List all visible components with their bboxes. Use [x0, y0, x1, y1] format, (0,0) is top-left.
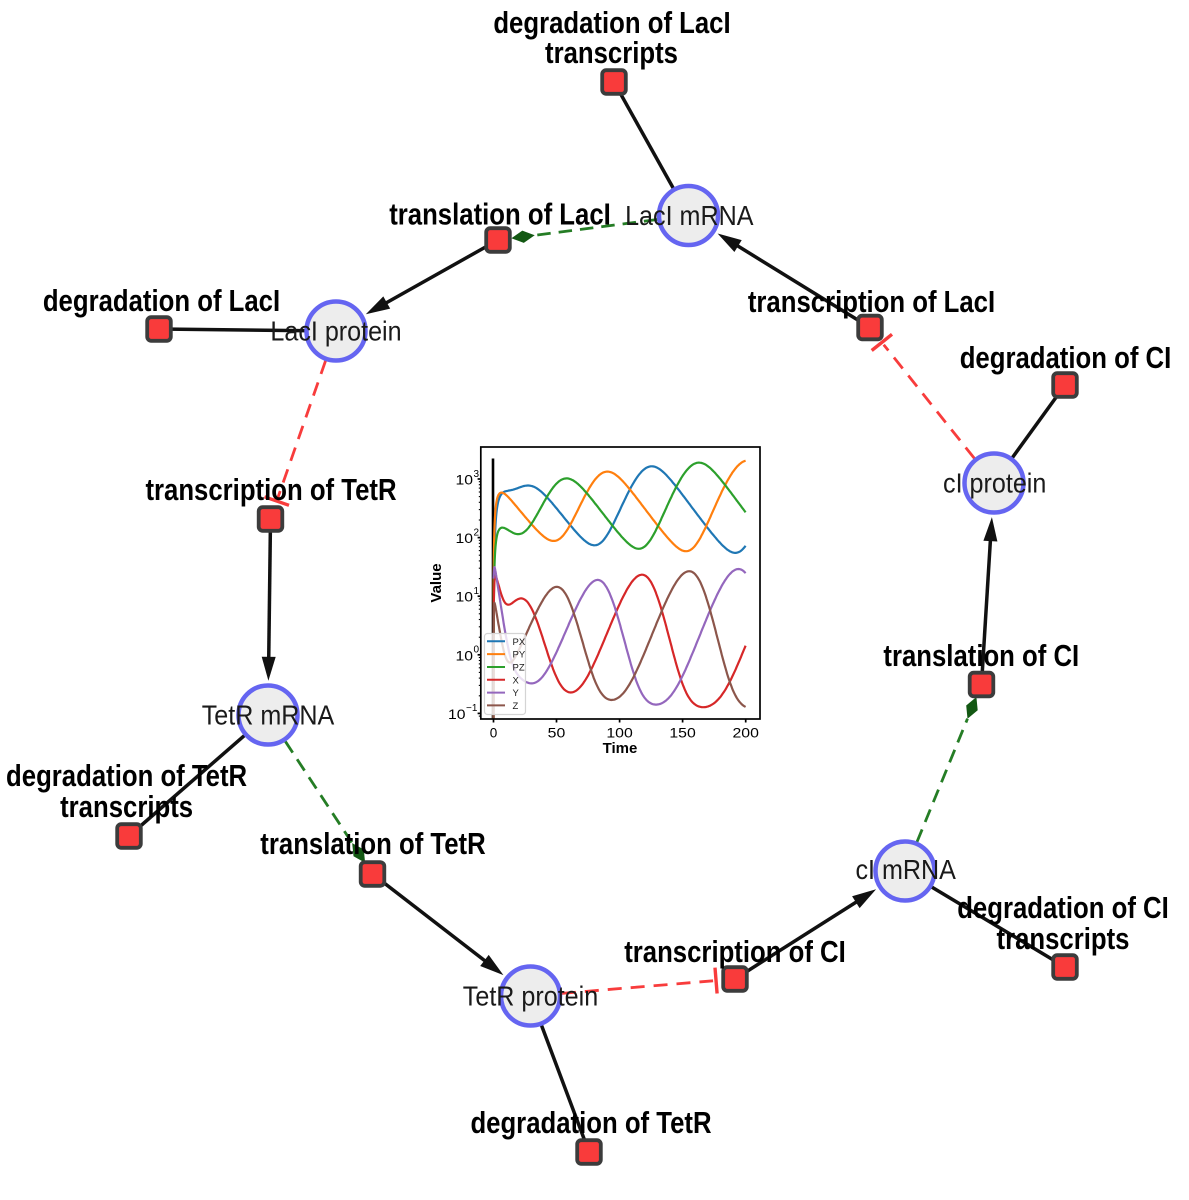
svg-text:degradation of LacI: degradation of LacI — [493, 5, 730, 40]
svg-text:100: 100 — [606, 726, 632, 741]
svg-text:transcripts: transcripts — [545, 35, 678, 70]
svg-text:degradation of CI: degradation of CI — [960, 340, 1172, 375]
svg-text:cI protein: cI protein — [943, 468, 1046, 499]
svg-text:200: 200 — [733, 726, 759, 741]
svg-text:PY: PY — [513, 650, 526, 661]
svg-text:degradation of TetR: degradation of TetR — [6, 758, 247, 793]
svg-text:degradation of CI: degradation of CI — [957, 890, 1169, 925]
svg-text:3: 3 — [474, 469, 480, 480]
svg-text:TetR protein: TetR protein — [463, 981, 598, 1012]
svg-text:cI mRNA: cI mRNA — [855, 854, 956, 885]
svg-text:10: 10 — [448, 707, 466, 722]
svg-text:2: 2 — [474, 527, 480, 538]
svg-text:translation of TetR: translation of TetR — [260, 826, 485, 861]
svg-text:Time: Time — [603, 740, 638, 757]
svg-text:translation of LacI: translation of LacI — [389, 197, 611, 232]
svg-text:transcription of LacI: transcription of LacI — [748, 284, 995, 319]
svg-text:translation of CI: translation of CI — [883, 638, 1079, 673]
svg-text:transcription of CI: transcription of CI — [624, 934, 846, 969]
svg-text:X: X — [513, 675, 520, 686]
svg-text:10: 10 — [456, 648, 474, 663]
svg-text:50: 50 — [548, 726, 566, 741]
svg-text:10: 10 — [456, 531, 474, 546]
svg-text:0: 0 — [474, 645, 480, 656]
svg-text:150: 150 — [669, 726, 695, 741]
svg-text:TetR mRNA: TetR mRNA — [202, 700, 335, 731]
svg-text:10: 10 — [456, 473, 474, 488]
svg-text:1: 1 — [474, 586, 480, 597]
svg-text:transcription of TetR: transcription of TetR — [145, 472, 396, 507]
svg-text:transcripts: transcripts — [60, 789, 193, 824]
svg-text:Z: Z — [513, 701, 519, 712]
svg-text:PX: PX — [513, 637, 526, 648]
svg-text:10: 10 — [456, 590, 474, 605]
svg-text:PZ: PZ — [513, 663, 525, 674]
svg-text:−1: −1 — [466, 703, 478, 714]
svg-text:degradation of LacI: degradation of LacI — [43, 283, 280, 318]
svg-text:transcripts: transcripts — [997, 921, 1130, 956]
svg-text:LacI mRNA: LacI mRNA — [625, 200, 754, 231]
svg-text:degradation of TetR: degradation of TetR — [470, 1105, 711, 1140]
svg-text:Value: Value — [428, 563, 445, 602]
svg-text:Y: Y — [513, 688, 520, 699]
svg-text:0: 0 — [490, 726, 498, 741]
svg-text:LacI protein: LacI protein — [270, 316, 401, 347]
